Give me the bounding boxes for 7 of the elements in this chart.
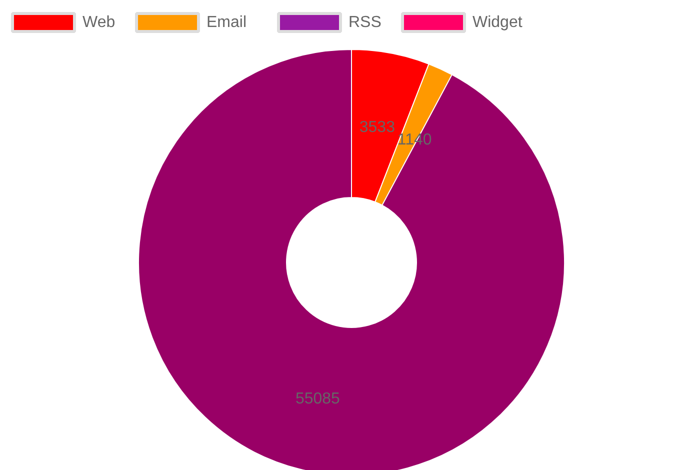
legend-label: Email — [206, 14, 247, 31]
data-label: 1140 — [397, 132, 432, 149]
data-label: 3533 — [359, 118, 396, 136]
legend-label: Widget — [472, 14, 523, 31]
legend-label: RSS — [348, 14, 382, 31]
legend-label: Web — [82, 14, 116, 31]
data-label: 55085 — [295, 390, 340, 408]
